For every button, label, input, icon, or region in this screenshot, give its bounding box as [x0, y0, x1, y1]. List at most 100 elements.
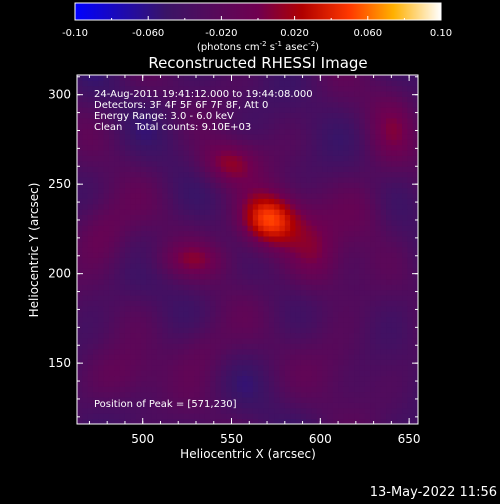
heatmap-cell	[279, 300, 286, 307]
heatmap-cell	[82, 144, 89, 151]
heatmap-cell	[407, 391, 414, 398]
heatmap-cell	[130, 96, 137, 103]
heatmap-cell	[215, 268, 222, 275]
heatmap-cell	[348, 187, 355, 194]
heatmap-cell	[199, 219, 206, 226]
heatmap-cell	[146, 354, 152, 360]
heatmap-cell	[290, 107, 296, 113]
heatmap-cell	[247, 402, 254, 409]
heatmap-cell	[359, 262, 366, 269]
heatmap-cell	[146, 134, 152, 140]
heatmap-cell	[151, 413, 158, 420]
heatmap-cell	[226, 375, 232, 382]
heatmap-cell	[156, 300, 163, 307]
heatmap-cell	[119, 209, 126, 215]
heatmap-cell	[375, 209, 382, 215]
heatmap-cell	[124, 257, 131, 264]
heatmap-cell	[188, 117, 195, 124]
heatmap-cell	[210, 316, 216, 323]
heatmap-cell	[263, 198, 270, 205]
heatmap-cell	[146, 338, 152, 344]
heatmap-cell	[215, 370, 222, 377]
heatmap-cell	[98, 321, 105, 328]
heatmap-cell	[167, 354, 174, 360]
heatmap-cell	[386, 413, 392, 420]
heatmap-cell	[215, 101, 222, 108]
heatmap-cell	[300, 321, 307, 328]
heatmap-cell	[220, 279, 227, 285]
heatmap-cell	[172, 96, 179, 103]
heatmap-cell	[156, 311, 163, 318]
heatmap-cell	[119, 225, 126, 232]
heatmap-cell	[316, 338, 323, 344]
heatmap-cell	[279, 407, 286, 414]
heatmap-cell	[98, 316, 105, 323]
heatmap-cell	[306, 230, 312, 237]
heatmap-cell	[103, 252, 110, 258]
heatmap-cell	[103, 284, 110, 291]
heatmap-cell	[236, 96, 243, 103]
y-axis-label: Heliocentric Y (arcsec)	[27, 183, 41, 318]
heatmap-cell	[268, 413, 275, 420]
heatmap-cell	[370, 241, 376, 248]
heatmap-cell	[226, 284, 232, 291]
heatmap-cell	[343, 295, 350, 301]
heatmap-cell	[135, 150, 142, 156]
heatmap-cell	[354, 273, 360, 280]
heatmap-cell	[258, 305, 264, 312]
heatmap-cell	[199, 236, 206, 242]
heatmap-cell	[82, 397, 89, 403]
heatmap-cell	[77, 96, 83, 103]
heatmap-cell	[140, 407, 147, 414]
heatmap-cell	[332, 289, 339, 296]
heatmap-cell	[103, 402, 110, 409]
heatmap-cell	[77, 101, 83, 108]
heatmap-cell	[124, 316, 131, 323]
heatmap-cell	[167, 96, 174, 103]
heatmap-cell	[226, 96, 232, 103]
heatmap-cell	[338, 182, 344, 189]
heatmap-cell	[119, 321, 126, 328]
heatmap-cell	[295, 101, 302, 108]
heatmap-cell	[311, 75, 318, 81]
heatmap-cell	[199, 155, 206, 162]
heatmap-cell	[119, 386, 126, 393]
heatmap-cell	[364, 144, 371, 151]
heatmap-cell	[290, 171, 296, 178]
heatmap-cell	[103, 214, 110, 221]
heatmap-cell	[402, 354, 408, 360]
heatmap-cell	[204, 107, 211, 113]
heatmap-cell	[258, 391, 264, 398]
heatmap-cell	[167, 198, 174, 205]
heatmap-cell	[258, 397, 264, 403]
heatmap-cell	[204, 327, 211, 334]
heatmap-cell	[306, 321, 312, 328]
heatmap-cell	[82, 338, 89, 344]
heatmap-cell	[306, 300, 312, 307]
heatmap-cell	[279, 75, 286, 81]
heatmap-cell	[199, 203, 206, 210]
heatmap-cell	[204, 123, 211, 130]
heatmap-cell	[114, 279, 121, 285]
heatmap-cell	[412, 128, 418, 135]
heatmap-cell	[178, 209, 184, 215]
heatmap-cell	[412, 209, 418, 215]
heatmap-cell	[231, 117, 238, 124]
heatmap-cell	[130, 198, 137, 205]
heatmap-cell	[268, 305, 275, 312]
heatmap-cell	[103, 354, 110, 360]
heatmap-cell	[103, 128, 110, 135]
heatmap-cell	[167, 214, 174, 221]
heatmap-cell	[242, 134, 248, 140]
heatmap-cell	[183, 236, 190, 242]
heatmap-cell	[199, 391, 206, 398]
heatmap-cell	[327, 230, 334, 237]
heatmap-cell	[300, 193, 307, 199]
heatmap-cell	[380, 418, 387, 424]
heatmap-cell	[258, 150, 264, 156]
heatmap-cell	[183, 386, 190, 393]
heatmap-cell	[284, 359, 291, 366]
heatmap-cell	[151, 305, 158, 312]
heatmap-cell	[396, 171, 403, 178]
heatmap-cell	[396, 182, 403, 189]
